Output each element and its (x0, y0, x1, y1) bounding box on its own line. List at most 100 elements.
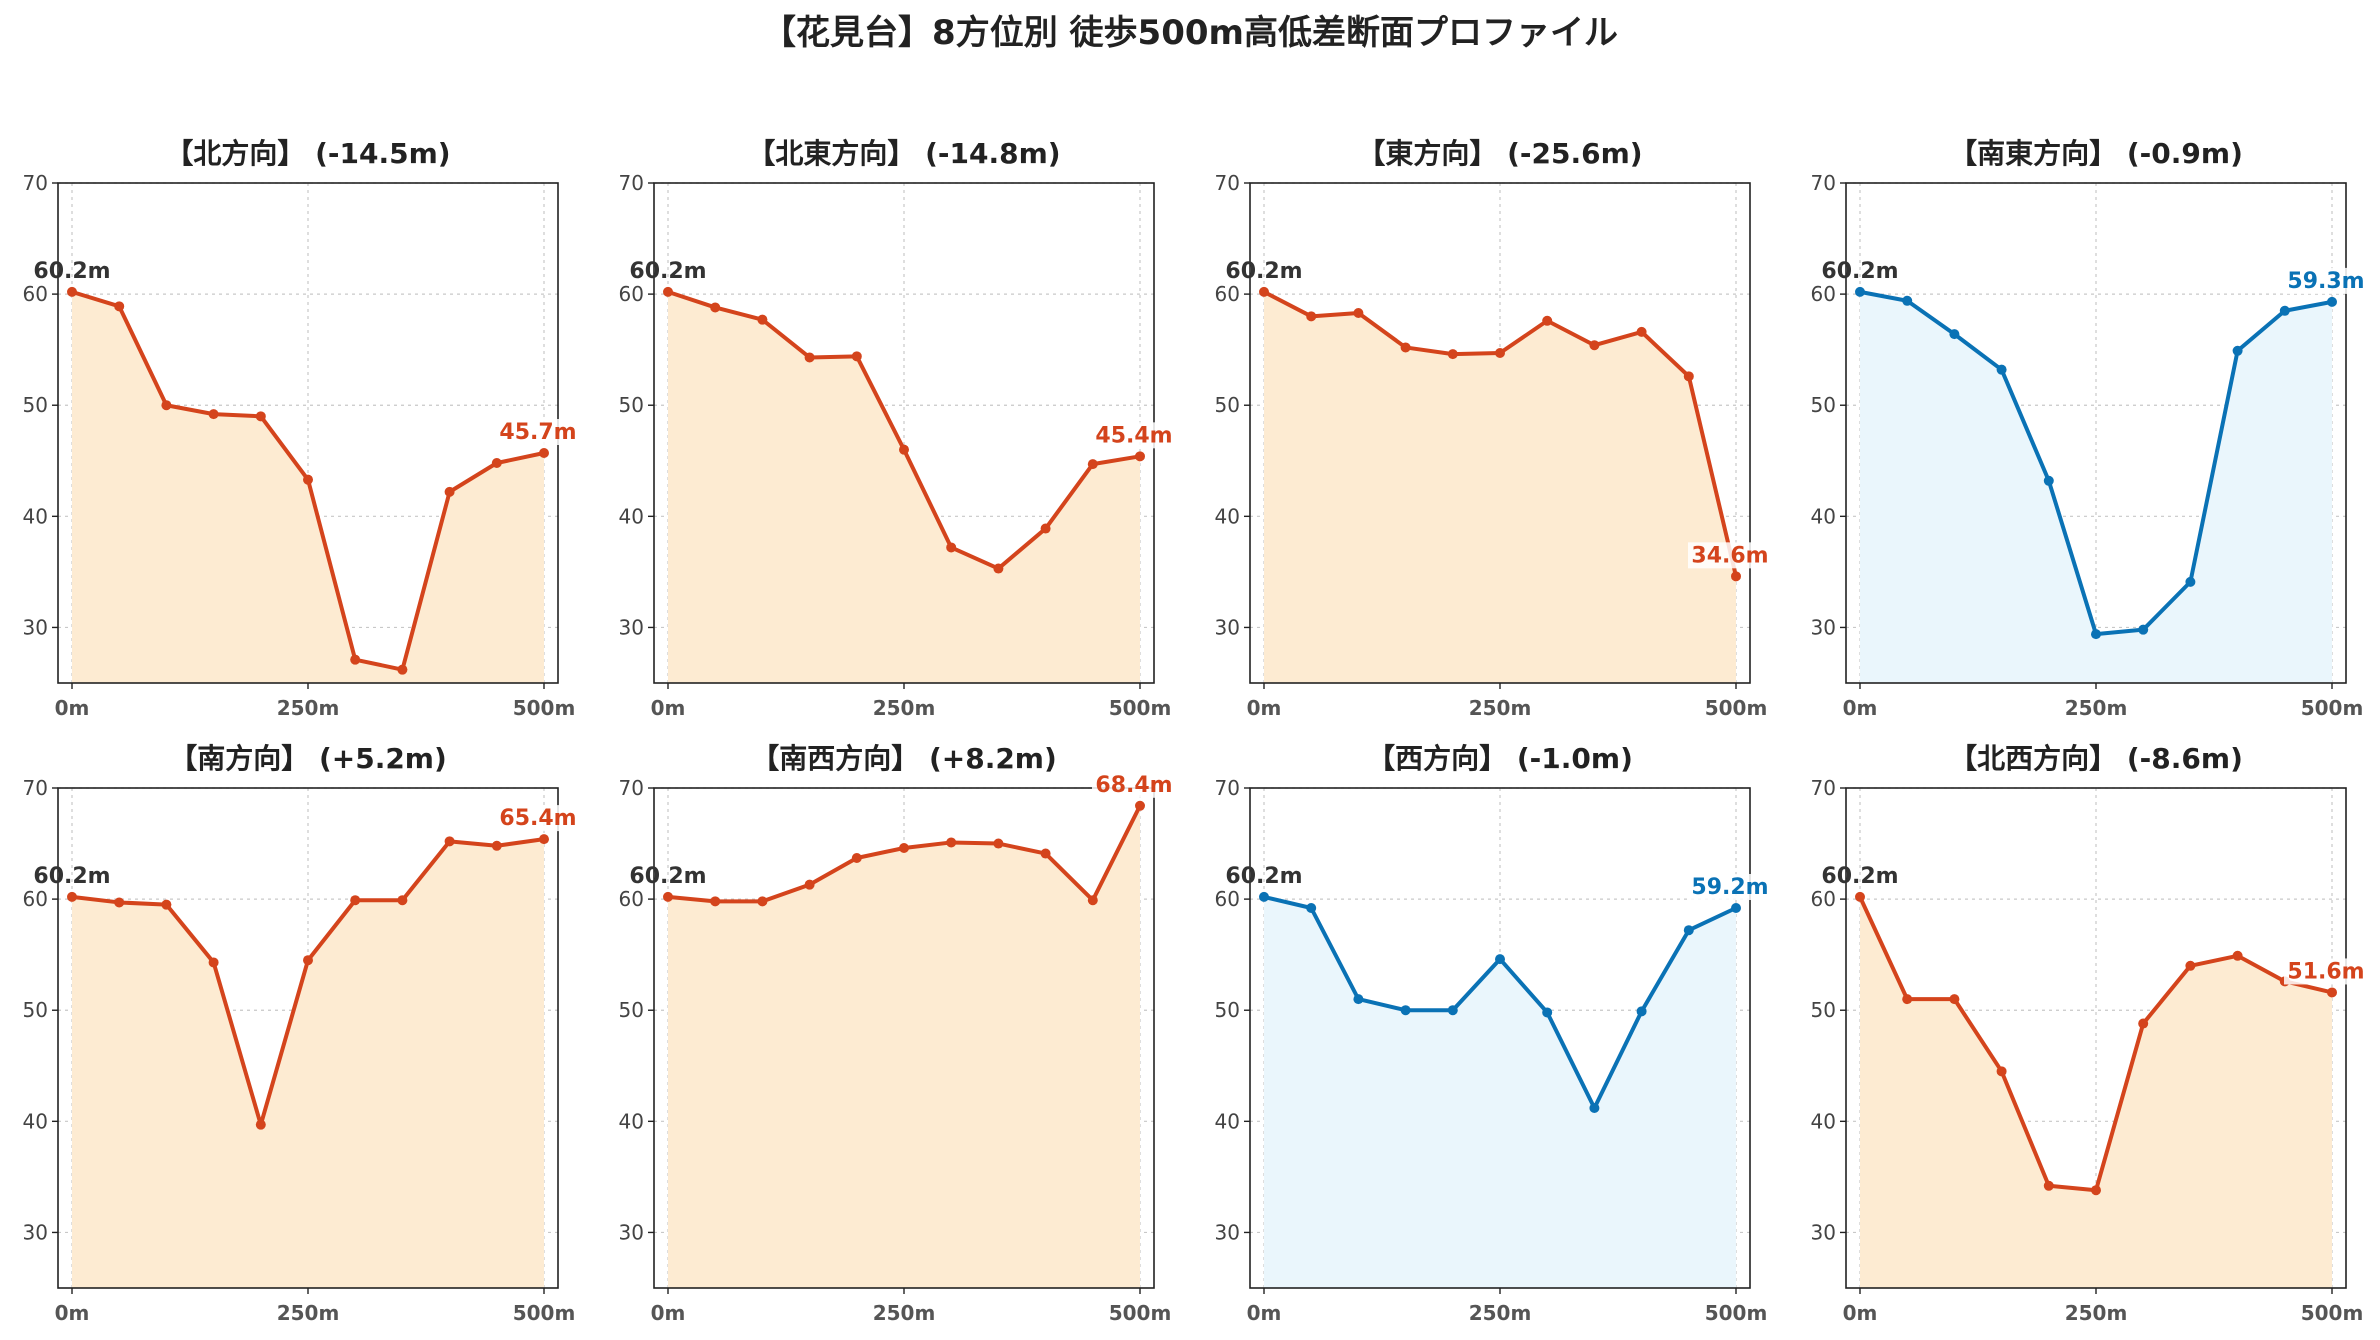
data-point (114, 301, 125, 312)
data-point (1495, 348, 1505, 358)
x-tick-label: 0m (1843, 1301, 1878, 1325)
end-elevation-label: 59.2m (1691, 875, 1768, 900)
data-point (2327, 987, 2337, 998)
panel-title: 【北東方向】 (-14.8m) (747, 137, 1060, 170)
data-point (2091, 1185, 2101, 1196)
data-point (804, 352, 815, 363)
y-tick-label: 30 (1215, 1220, 1240, 1244)
data-point (1902, 295, 1913, 306)
y-tick-label: 70 (23, 776, 48, 800)
data-point (1855, 891, 1865, 902)
data-point (2185, 960, 2196, 971)
area-fill (1860, 896, 2332, 1288)
data-point (1542, 1007, 1553, 1018)
panel-title: 【西方向】 (-1.0m) (1367, 742, 1633, 775)
x-tick-label: 250m (1469, 1301, 1532, 1325)
x-tick-label: 250m (873, 696, 936, 720)
x-tick-label: 0m (651, 696, 686, 720)
data-point (2138, 1018, 2149, 1029)
end-elevation-label: 45.4m (1095, 423, 1172, 448)
data-point (397, 664, 408, 675)
x-tick-label: 0m (1247, 1301, 1282, 1325)
start-elevation-label: 60.2m (1821, 259, 1898, 284)
panel-title: 【北西方向】 (-8.6m) (1949, 742, 2243, 775)
y-tick-label: 30 (1811, 615, 1836, 639)
data-point (2185, 576, 2196, 587)
x-tick-label: 500m (1109, 1301, 1172, 1325)
data-point (444, 836, 455, 847)
x-tick-label: 250m (2065, 1301, 2128, 1325)
data-point (444, 486, 455, 497)
y-tick-label: 50 (1215, 393, 1240, 417)
y-tick-label: 30 (23, 1220, 48, 1244)
y-tick-label: 70 (619, 776, 644, 800)
panel-title: 【東方向】 (-25.6m) (1357, 137, 1642, 170)
data-point (2138, 624, 2149, 635)
data-point (303, 474, 313, 485)
y-tick-label: 60 (1215, 887, 1240, 911)
y-tick-label: 40 (23, 504, 48, 528)
data-point (1542, 315, 1553, 326)
y-tick-label: 60 (23, 282, 48, 306)
y-tick-label: 40 (1811, 1109, 1836, 1133)
y-tick-label: 40 (1215, 504, 1240, 528)
data-point (1683, 371, 1694, 382)
data-point (2232, 950, 2243, 961)
data-point (1731, 903, 1741, 913)
data-point (2232, 345, 2243, 356)
y-tick-label: 60 (619, 887, 644, 911)
end-elevation-label: 45.7m (499, 420, 576, 445)
y-tick-label: 50 (619, 393, 644, 417)
data-point (161, 400, 172, 411)
y-tick-label: 40 (619, 504, 644, 528)
x-tick-label: 0m (651, 1301, 686, 1325)
data-point (1259, 286, 1269, 297)
data-point (899, 444, 909, 455)
x-tick-label: 0m (55, 696, 90, 720)
data-point (757, 896, 768, 907)
data-point (1636, 1006, 1647, 1017)
data-point (303, 955, 313, 966)
y-tick-label: 50 (1215, 998, 1240, 1022)
data-point (1353, 994, 1364, 1005)
panel-3: 【東方向】 (-25.6m) 30 40 50 60 70 0m 250m 500m 60.2m 3… (1215, 137, 1772, 720)
x-tick-label: 0m (55, 1301, 90, 1325)
area-fill (668, 291, 1140, 683)
data-point (1353, 308, 1364, 318)
data-point (2279, 305, 2290, 316)
data-point (1495, 954, 1505, 965)
x-tick-label: 500m (1705, 696, 1768, 720)
panel-title: 【南方向】 (+5.2m) (169, 742, 447, 775)
y-tick-label: 50 (23, 998, 48, 1022)
y-tick-label: 40 (1215, 1109, 1240, 1133)
y-tick-label: 30 (619, 615, 644, 639)
y-tick-label: 50 (23, 393, 48, 417)
end-label-backing (496, 805, 580, 832)
data-point (1040, 848, 1051, 859)
data-point (2091, 629, 2101, 640)
y-tick-label: 70 (1215, 171, 1240, 195)
data-point (1135, 451, 1145, 462)
data-point (255, 1119, 266, 1130)
x-tick-label: 250m (873, 1301, 936, 1325)
start-elevation-label: 60.2m (33, 259, 110, 284)
end-elevation-label: 65.4m (499, 806, 576, 831)
data-point (1087, 459, 1098, 470)
area-fill (1264, 291, 1736, 683)
data-point (993, 563, 1004, 574)
data-point (67, 286, 77, 297)
data-point (851, 853, 862, 863)
data-point (1996, 1066, 2007, 1077)
y-tick-label: 70 (1811, 776, 1836, 800)
data-point (1400, 342, 1411, 353)
panel-title: 【南西方向】 (+8.2m) (751, 742, 1057, 775)
area-fill (668, 805, 1140, 1288)
end-label-backing (1688, 542, 1772, 569)
data-point (1087, 895, 1098, 906)
data-point (539, 448, 549, 458)
y-tick-label: 30 (619, 1220, 644, 1244)
start-elevation-label: 60.2m (1225, 864, 1302, 889)
y-tick-label: 60 (1811, 887, 1836, 911)
data-point (1400, 1005, 1411, 1016)
